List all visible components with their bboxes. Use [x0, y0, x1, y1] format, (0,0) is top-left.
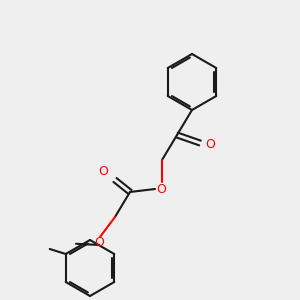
Text: O: O: [94, 236, 104, 249]
Text: O: O: [205, 139, 215, 152]
Text: O: O: [156, 183, 166, 196]
Text: O: O: [98, 165, 108, 178]
